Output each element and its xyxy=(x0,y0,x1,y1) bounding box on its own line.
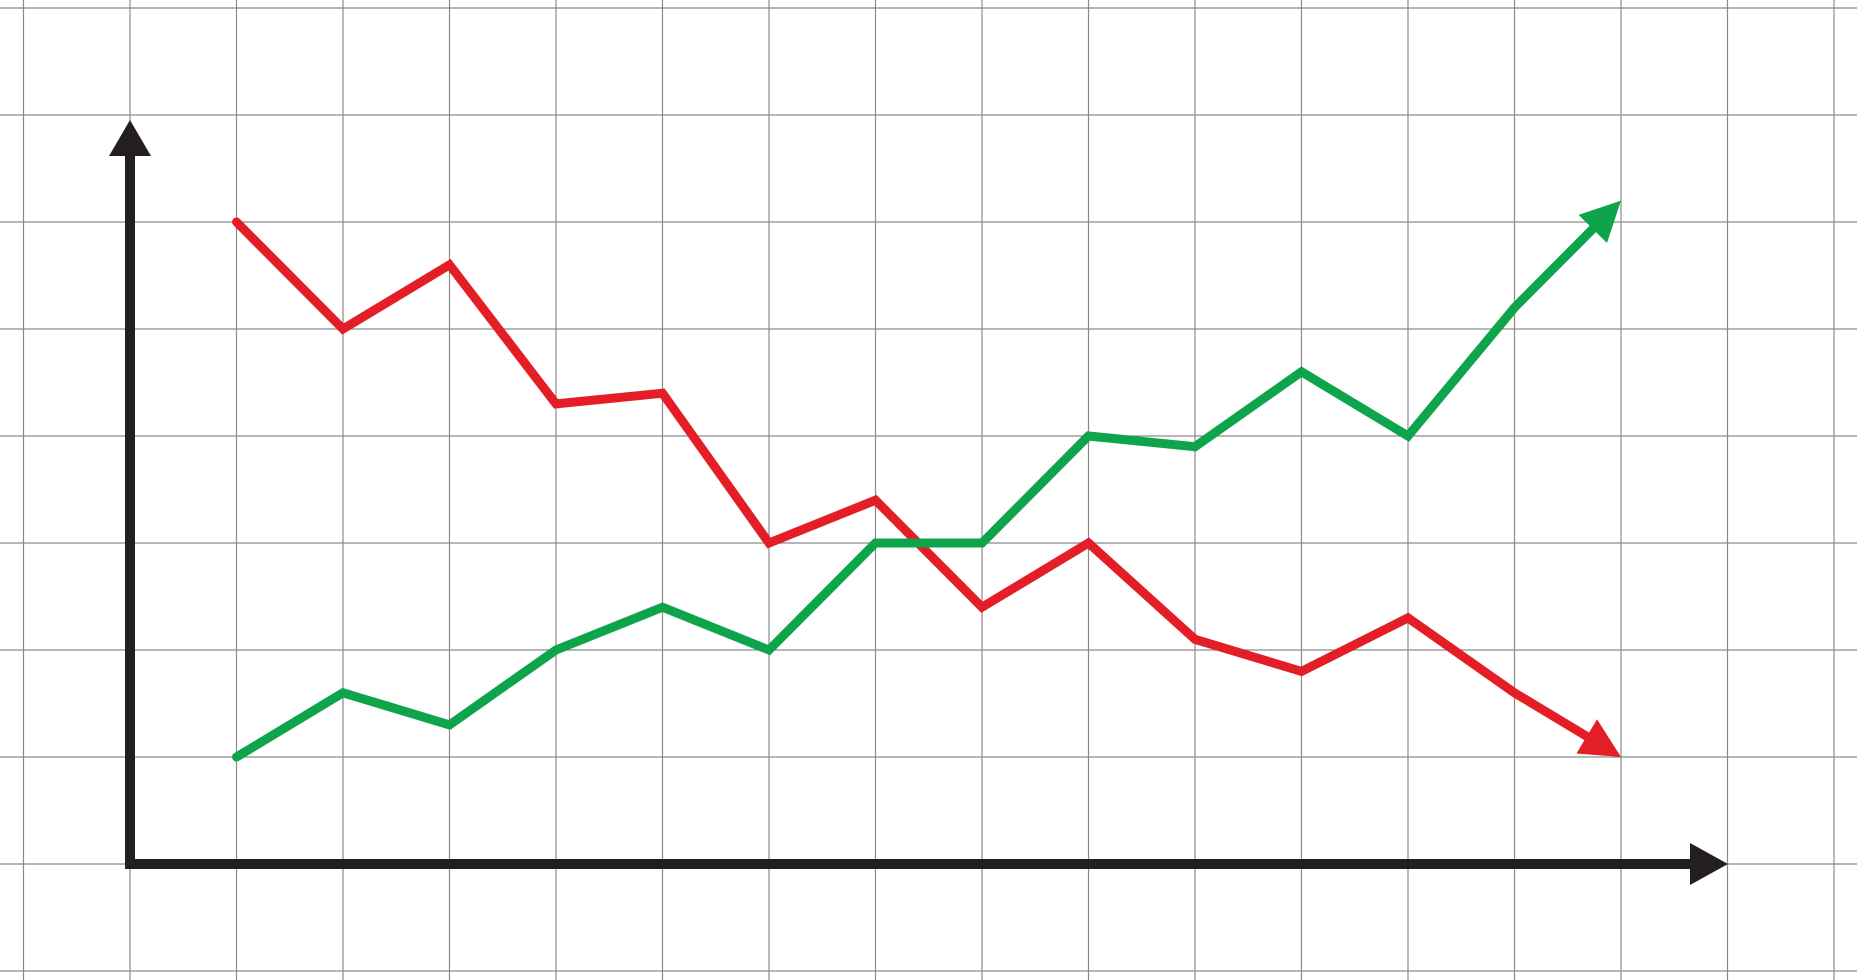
axes xyxy=(109,120,1728,885)
series-1-arrowhead xyxy=(1576,719,1621,757)
series-lines xyxy=(232,200,1622,762)
series-line-2 xyxy=(232,220,1602,762)
series-2-arrowhead xyxy=(1578,200,1621,244)
y-axis-arrowhead xyxy=(109,120,151,156)
series-line-1 xyxy=(232,217,1597,744)
x-axis-arrowhead xyxy=(1690,843,1728,885)
